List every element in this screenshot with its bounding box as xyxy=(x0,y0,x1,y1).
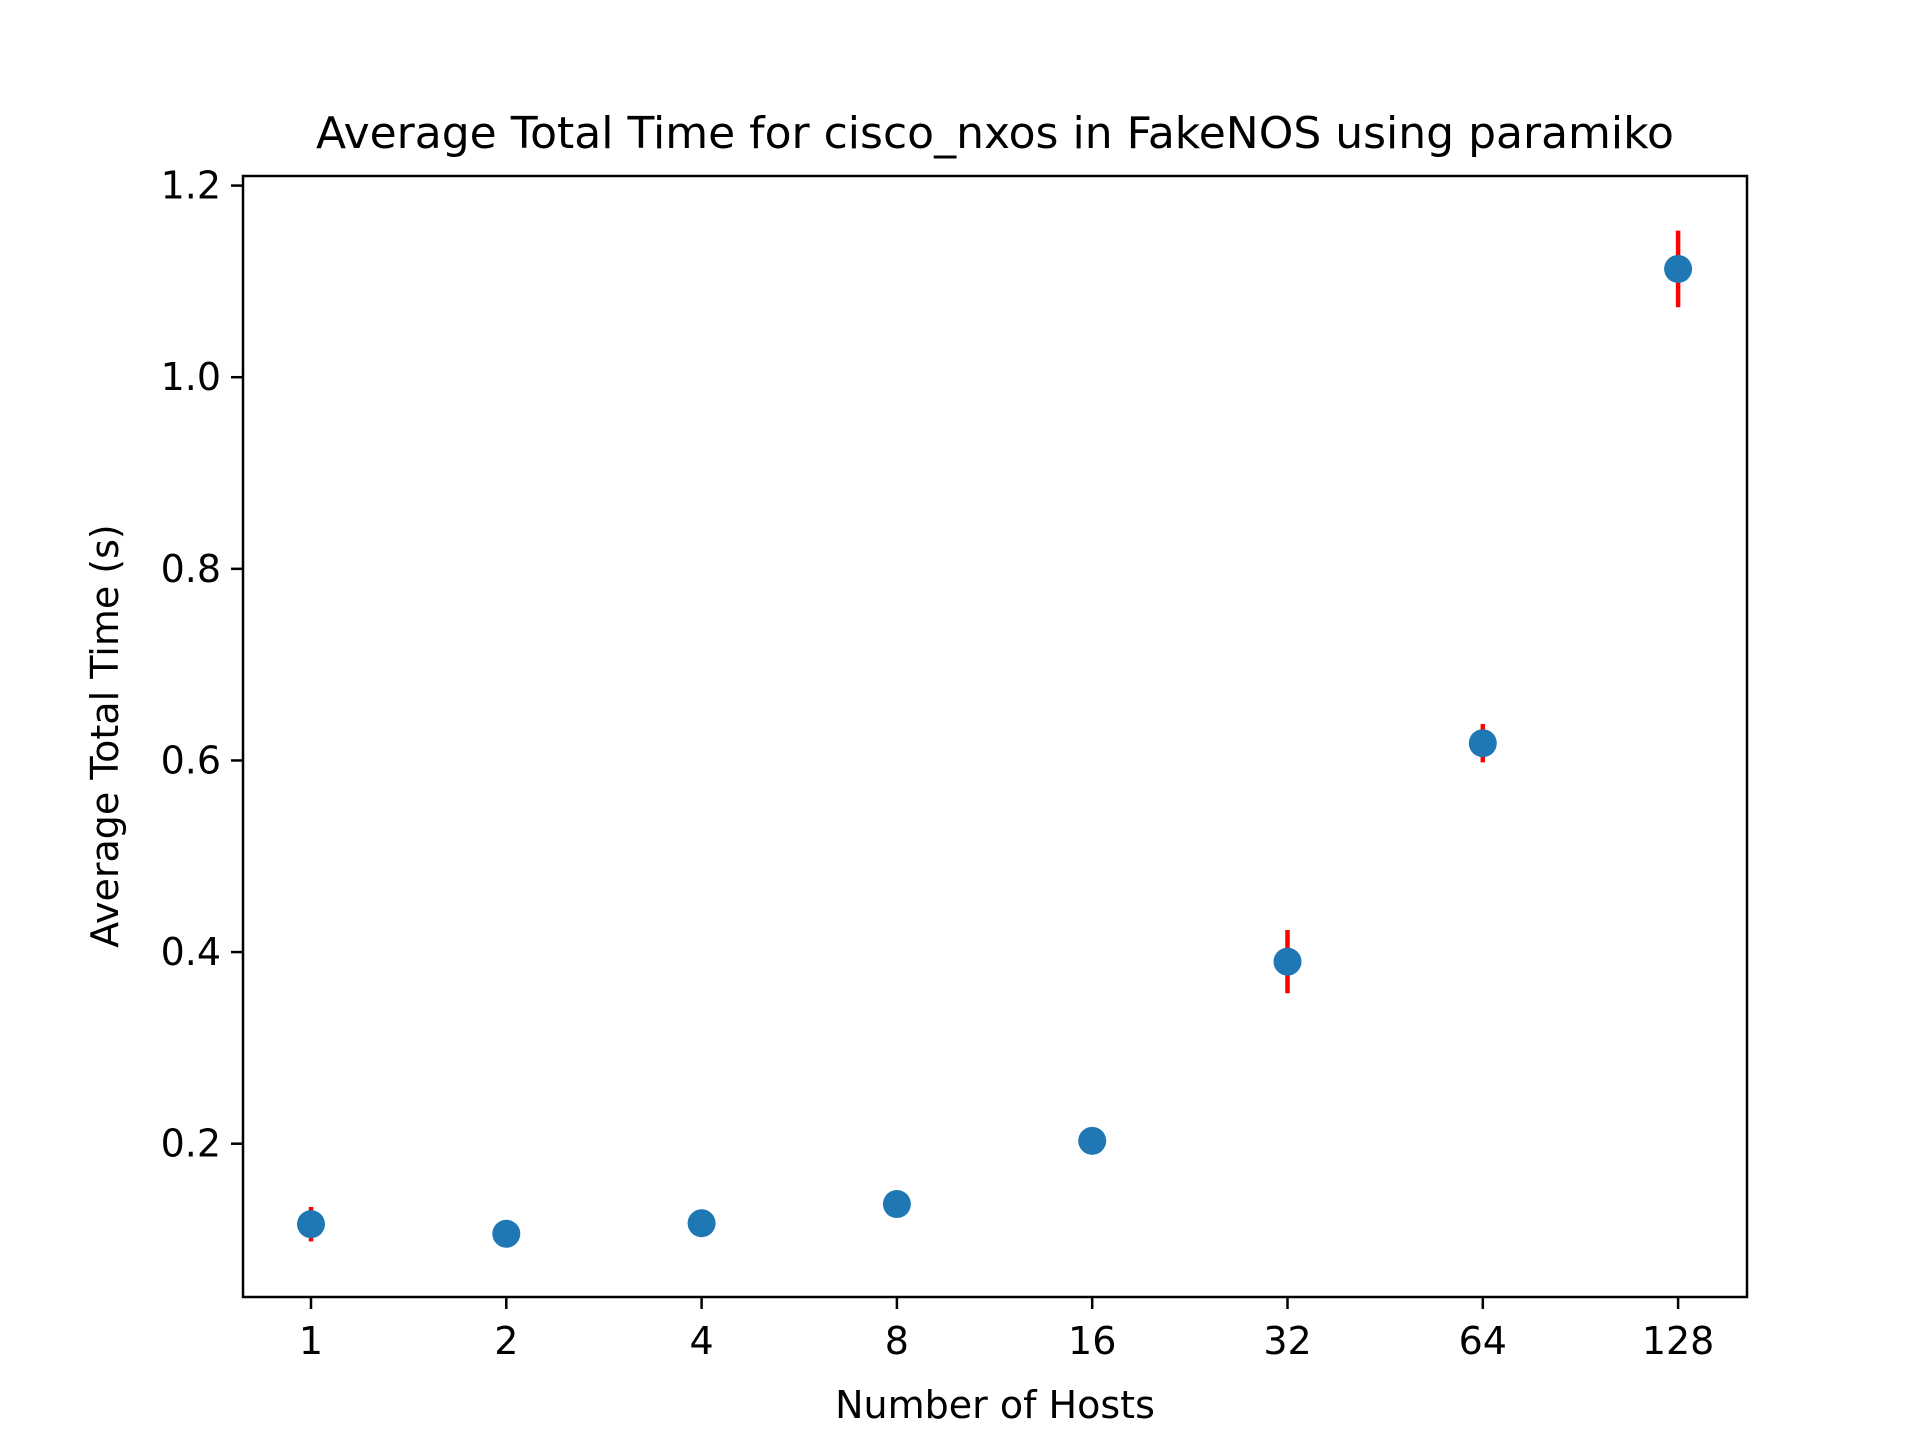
data-point xyxy=(882,1190,911,1219)
x-tick-label: 16 xyxy=(1068,1319,1116,1363)
data-point xyxy=(492,1219,521,1248)
data-point xyxy=(1273,947,1302,976)
y-tick-label: 1.2 xyxy=(161,164,221,208)
y-tick-label: 0.4 xyxy=(161,930,221,974)
axes-frame xyxy=(241,174,1749,1299)
data-point xyxy=(297,1210,325,1239)
data-point xyxy=(1664,254,1693,283)
data-point xyxy=(1078,1126,1107,1155)
y-axis-label: Average Total Time (s) xyxy=(83,524,127,947)
x-tick-label: 4 xyxy=(690,1319,714,1363)
chart-title: Average Total Time for cisco_nxos in Fak… xyxy=(316,108,1674,159)
y-tick-label: 0.2 xyxy=(161,1122,221,1166)
data-point xyxy=(1468,729,1497,758)
x-axis-label: Number of Hosts xyxy=(835,1383,1155,1427)
y-tick-label: 1.0 xyxy=(161,355,221,399)
y-tick-label: 0.6 xyxy=(161,738,221,782)
x-tick-label: 32 xyxy=(1263,1319,1311,1363)
x-tick-label: 128 xyxy=(1642,1319,1715,1363)
x-tick-label: 64 xyxy=(1459,1319,1507,1363)
plot-area xyxy=(297,230,1693,1248)
x-tick-label: 2 xyxy=(494,1319,518,1363)
y-tick-label: 0.8 xyxy=(161,547,221,591)
data-point xyxy=(687,1209,716,1238)
x-tick-label: 8 xyxy=(885,1319,909,1363)
x-tick-label: 1 xyxy=(299,1319,323,1363)
